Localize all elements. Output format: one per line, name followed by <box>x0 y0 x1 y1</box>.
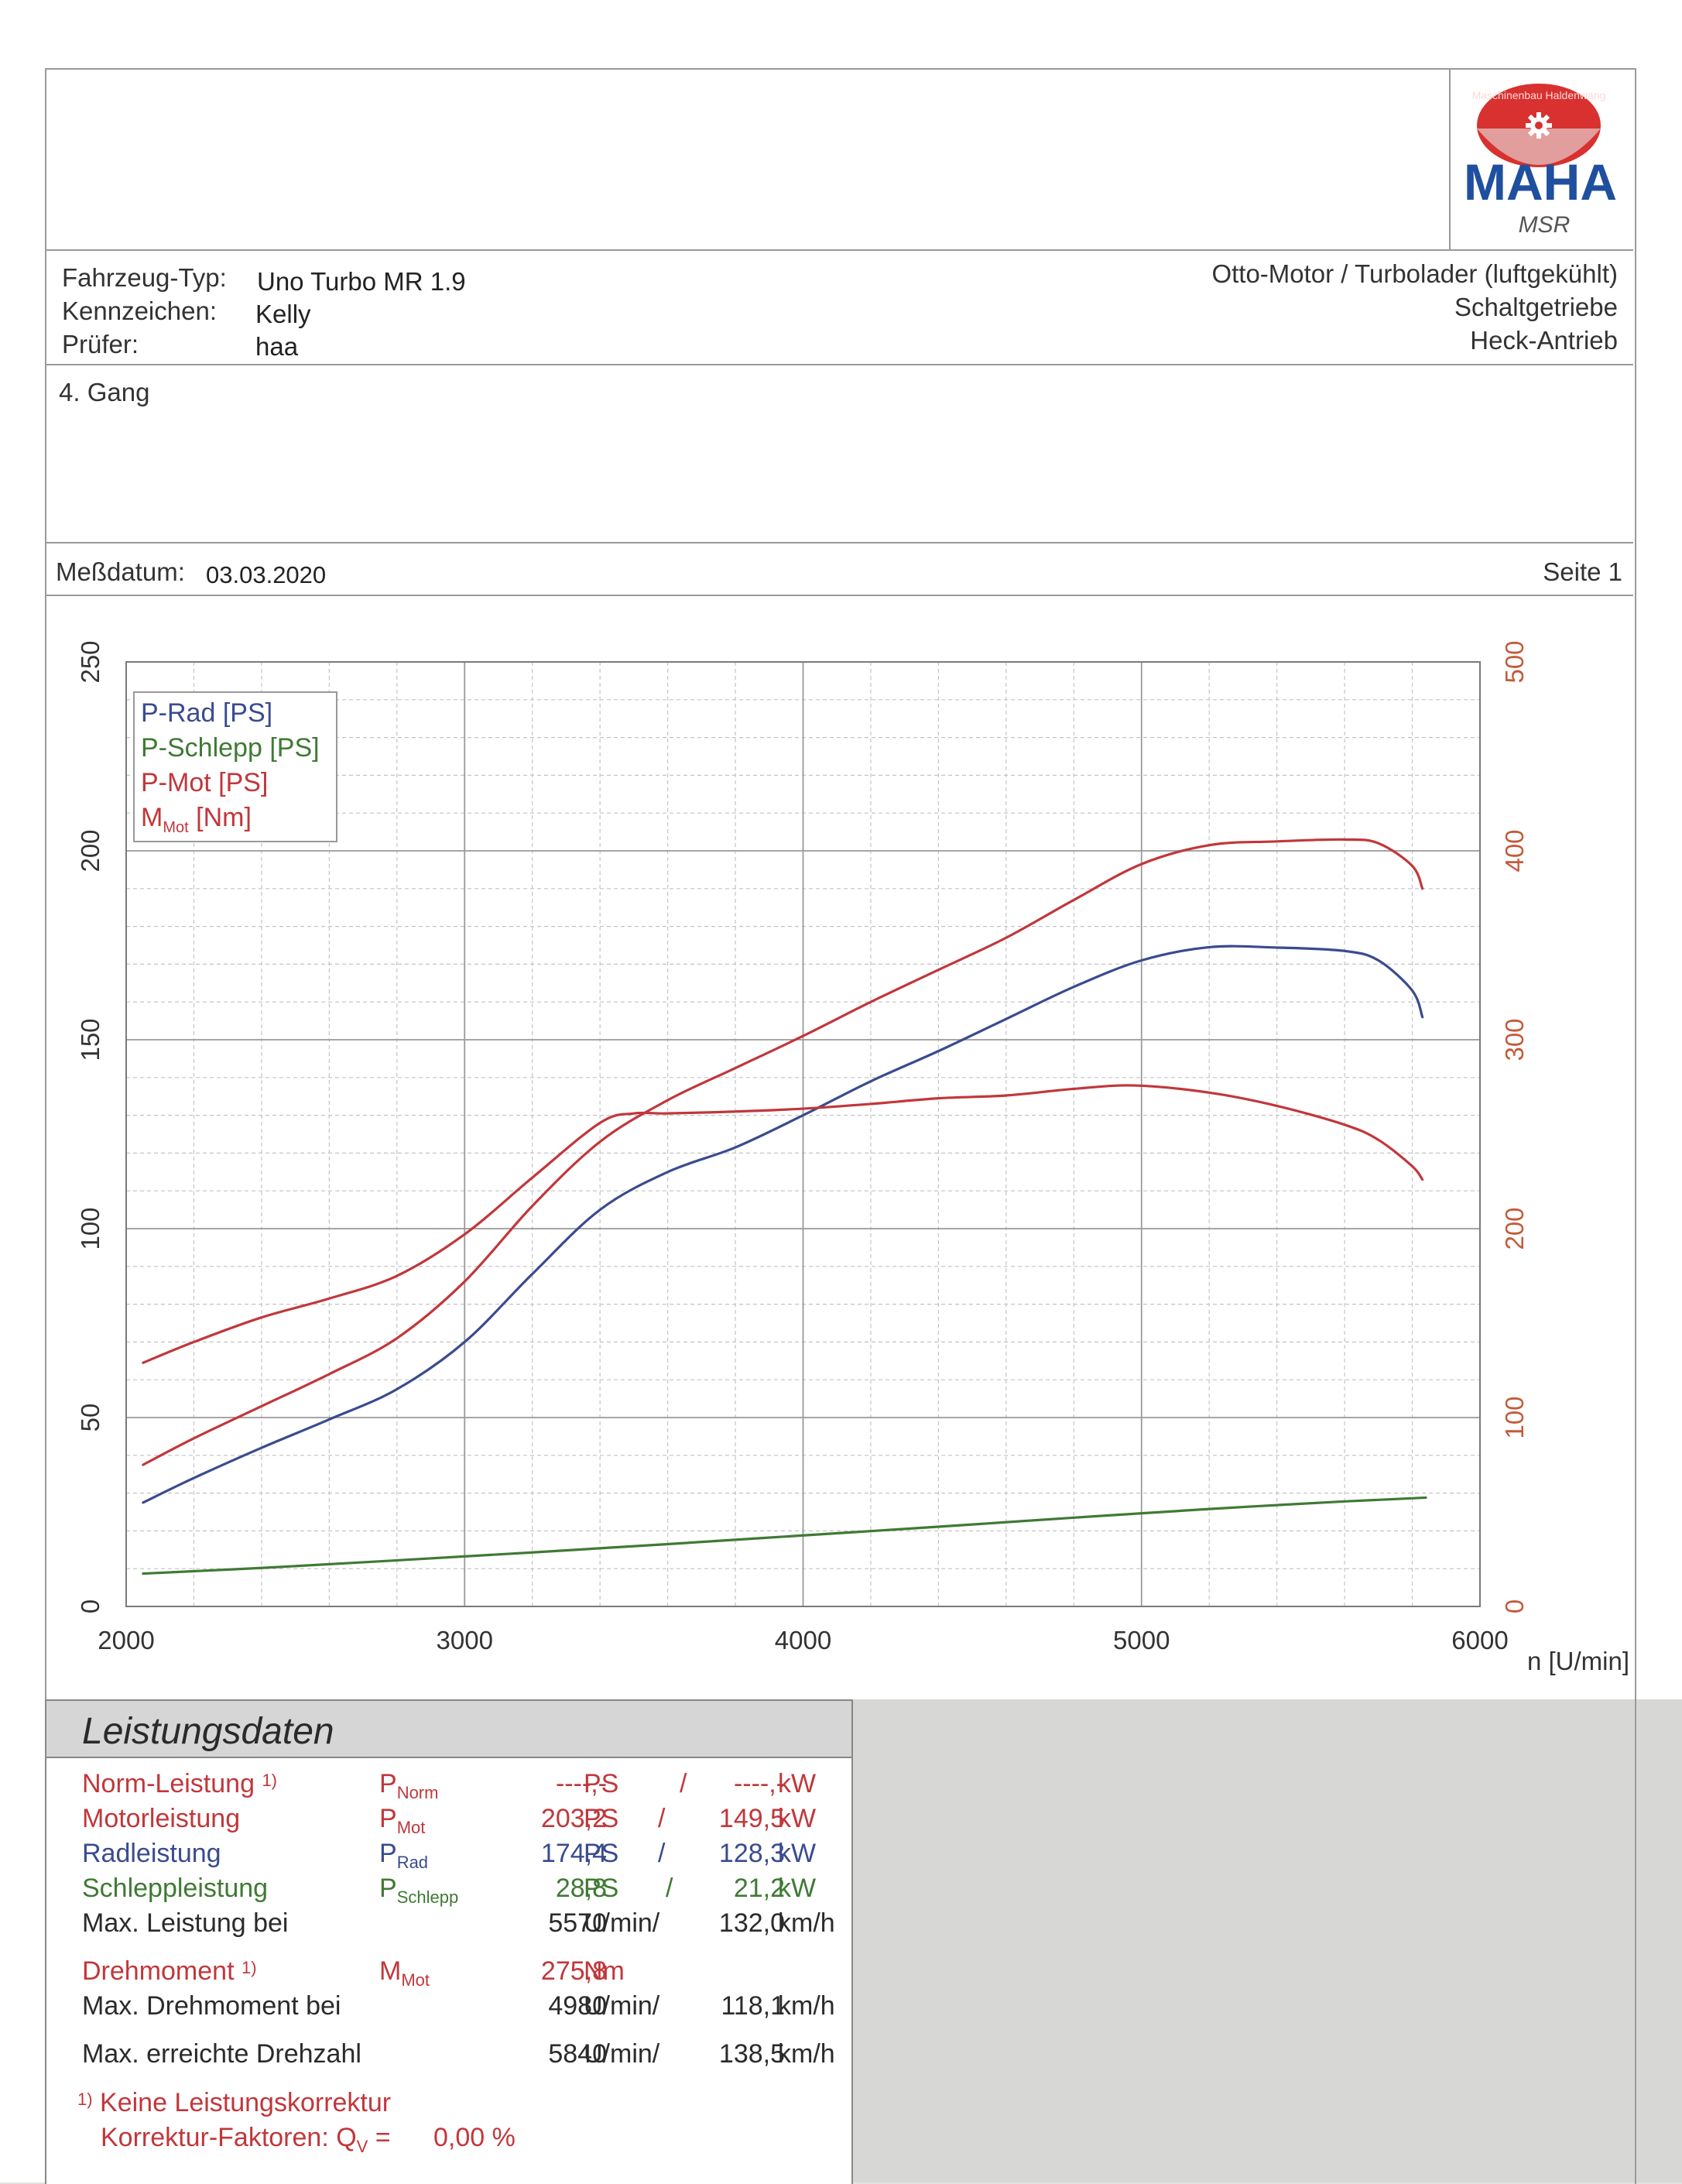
divider-date <box>45 595 1633 596</box>
y-right-tick-label: 400 <box>1500 829 1529 872</box>
divider-gear <box>45 542 1633 543</box>
performance-panel: Leistungsdaten Norm-Leistung 1) PNorm --… <box>45 1699 853 2184</box>
y-axis-left-ticks: 0 50 100 150 200 250 <box>76 640 104 1613</box>
divider-logo <box>1449 68 1451 249</box>
vehicle-type: Uno Turbo MR 1.9 <box>257 267 466 296</box>
x-tick-label: 4000 <box>775 1626 831 1654</box>
vehicle-type-label: Fahrzeug-Typ: <box>62 263 227 292</box>
legend-p-rad: P-Rad [PS] <box>141 698 273 728</box>
footnote-line: 1) Keine Leistungskorrektur <box>77 2088 392 2117</box>
x-axis-ticks: 2000 3000 4000 5000 6000 <box>98 1626 1508 1654</box>
legend-p-mot: P-Mot [PS] <box>141 768 269 797</box>
y-left-tick-label: 0 <box>76 1599 104 1613</box>
gear: 4. Gang <box>59 378 150 406</box>
x-tick-label: 3000 <box>437 1626 493 1654</box>
inspector: haa <box>255 332 299 361</box>
x-tick-label: 5000 <box>1113 1626 1170 1654</box>
logo-gear-icon <box>1526 112 1552 139</box>
date-label: Meßdatum: <box>56 557 185 586</box>
x-axis-unit: n [U/min] <box>1527 1647 1629 1675</box>
performance-title: Leistungsdaten <box>82 1711 334 1752</box>
drive-type: Heck-Antrieb <box>1470 326 1618 355</box>
series-layer <box>142 838 1427 1575</box>
y-left-tick-label: 250 <box>76 640 104 683</box>
row-motor: Motorleistung PMot 203,2 PS / 149,5 kW <box>82 1804 817 1837</box>
gearbox-type: Schaltgetriebe <box>1454 293 1618 321</box>
row-rad: Radleistung PRad 174,4 PS / 128,3 kW <box>82 1839 817 1872</box>
row-max-power-at: Max. Leistung bei 5570 U/min/ 132,0 km/h <box>82 1908 835 1938</box>
correction-factor: Korrektur-Faktoren: QV = 0,00 % <box>101 2123 516 2156</box>
engine-type: Otto-Motor / Turbolader (luftgekühlt) <box>1211 259 1618 288</box>
x-tick-label: 6000 <box>1451 1626 1508 1654</box>
y-right-tick-label: 100 <box>1500 1396 1529 1438</box>
row-max-rpm: Max. erreichte Drehzahl 5840 U/min/ 138,… <box>82 2039 835 2069</box>
plot-border <box>125 661 1481 1607</box>
divider-header <box>45 249 1633 251</box>
page-number: Seite 1 <box>1543 557 1622 586</box>
y-left-tick-label: 100 <box>76 1207 104 1250</box>
row-torque: Drehmoment 1) MMot 275,8 Nm <box>82 1956 625 1990</box>
logo-sub: MSR <box>1519 212 1571 238</box>
plate-label: Kennzeichen: <box>62 297 217 325</box>
maha-logo: Maschinenbau Haldenwang MAHA MSR <box>1463 77 1625 244</box>
logo-ring-text: Maschinenbau Haldenwang <box>1472 89 1606 101</box>
y-left-tick-label: 200 <box>76 829 104 872</box>
series-line-p-rad-ps <box>142 945 1424 1504</box>
legend-p-schlepp: P-Schlepp [PS] <box>141 733 320 763</box>
performance-header: Leistungsdaten <box>46 1701 851 1758</box>
series-line-m-mot-nm <box>142 1084 1424 1364</box>
x-tick-label: 2000 <box>98 1626 154 1654</box>
logo-wordmark: MAHA <box>1464 153 1617 211</box>
inspector-label: Prüfer: <box>62 330 139 358</box>
series-line-p-mot-ps <box>142 838 1424 1466</box>
series-line-p-schlepp-ps <box>142 1496 1427 1575</box>
y-right-tick-label: 500 <box>1500 640 1529 683</box>
y-right-tick-label: 300 <box>1500 1018 1529 1061</box>
divider-vehicle <box>45 364 1633 365</box>
grid-major <box>126 662 1480 1606</box>
power-torque-chart: 0 50 100 150 200 250 0 100 200 300 400 500 2000 300… <box>76 640 1629 1675</box>
y-axis-right-ticks: 0 100 200 300 400 500 <box>1500 640 1529 1613</box>
y-right-tick-label: 200 <box>1500 1207 1529 1250</box>
chart-legend: P-Rad [PS] P-Schlepp [PS] P-Mot [PS] MMo… <box>133 691 337 842</box>
legend-m-mot: MMot [Nm] <box>141 803 252 836</box>
background-patch <box>851 1699 1682 2182</box>
y-left-tick-label: 50 <box>76 1404 104 1432</box>
row-max-torque-at: Max. Drehmoment bei 4980 U/min/ 118,1 km… <box>82 1991 835 2021</box>
row-schlepp: Schleppleistung PSchlepp 28,8 PS / 21,2 … <box>82 1874 817 1907</box>
report-frame <box>45 68 1636 2184</box>
y-left-tick-label: 150 <box>76 1018 104 1061</box>
plate: Kelly <box>255 300 311 328</box>
y-right-tick-label: 0 <box>1500 1599 1529 1613</box>
date: 03.03.2020 <box>206 561 327 588</box>
row-norm: Norm-Leistung 1) PNorm ----,- PS / ----,… <box>82 1769 817 1802</box>
